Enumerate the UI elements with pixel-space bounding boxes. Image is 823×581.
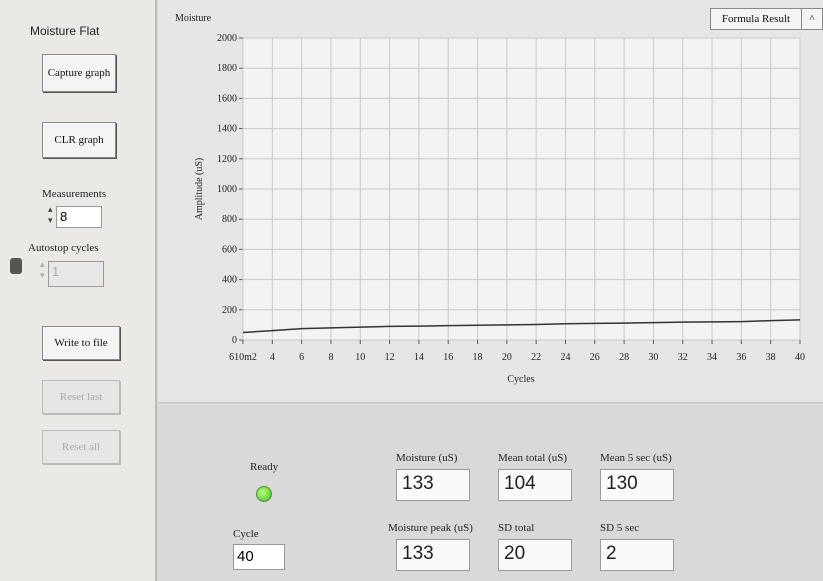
indicator-label: SD 5 sec — [600, 522, 640, 534]
x-tick-label: 34 — [707, 352, 717, 363]
indicator-label: Mean total (uS) — [498, 452, 568, 464]
x-tick-label: 20 — [502, 352, 512, 363]
spinner[interactable]: ▴ ▾ — [40, 259, 45, 280]
x-tick-label: 6 — [299, 352, 304, 363]
chart: Moisture Amplitude (uS) Cycles 0 200 400 60… — [158, 0, 823, 405]
reset-last-button[interactable]: Reset last — [42, 380, 120, 414]
y-tick-label: 400 — [222, 275, 237, 286]
write-button[interactable]: Write to file — [42, 326, 120, 360]
y-tick-label: 1800 — [217, 63, 237, 74]
autostop-input[interactable]: 1 — [48, 261, 104, 287]
reset-all-button[interactable]: Reset all — [42, 430, 120, 464]
indicator-value: 104 — [498, 469, 572, 501]
indicator-label: Mean 5 sec (uS) — [600, 452, 672, 464]
toggle-switch[interactable] — [10, 258, 22, 274]
indicator-value: 20 — [498, 539, 572, 571]
autostop-label: Autostop cycles — [28, 242, 99, 254]
x-tick-label: 32 — [678, 352, 688, 363]
y-tick-label: 600 — [222, 244, 237, 255]
x-tick-label: 36 — [736, 352, 746, 363]
x-tick-label: 22 — [531, 352, 541, 363]
spinner[interactable]: ▴ ▾ — [48, 204, 53, 225]
ready-label: Ready — [250, 461, 279, 473]
indicator-value: 130 — [600, 469, 674, 501]
y-tick-label: 200 — [222, 305, 237, 316]
clr-button[interactable]: CLR graph — [42, 122, 116, 158]
data-line — [242, 319, 801, 334]
capture-button[interactable]: Capture graph — [42, 54, 116, 92]
y-tick-label: 1200 — [217, 154, 237, 165]
measurements-input[interactable]: 8 — [56, 206, 102, 228]
x-tick-label: 4 — [270, 352, 275, 363]
indicator-value: 2 — [600, 539, 674, 571]
x-tick-label: 38 — [766, 352, 776, 363]
measurements-label: Measurements — [42, 188, 107, 200]
x-tick-label: 14 — [414, 352, 424, 363]
scroll-button[interactable]: ^ — [801, 8, 823, 30]
indicator-value: 133 — [396, 539, 470, 571]
x-tick-label: 30 — [648, 352, 658, 363]
x-tick-label: 16 — [443, 352, 453, 363]
chart-title: Moisture — [175, 13, 212, 24]
indicator-label: Moisture peak (uS) — [388, 522, 473, 534]
x-tick-label: 26 — [590, 352, 600, 363]
x-tick-label: 10 — [355, 352, 365, 363]
indicator-label: SD total — [498, 522, 535, 534]
y-tick-label: 1600 — [217, 93, 237, 104]
y-tick-label: 1000 — [217, 184, 237, 195]
indicator-label: Moisture (uS) — [396, 452, 458, 464]
indicator-value: 133 — [396, 469, 470, 501]
left-panel: Moisture Flat Capture graph CLR graph Me… — [0, 0, 157, 581]
y-tick-label: 1400 — [217, 124, 237, 135]
panel-title: Moisture Flat — [30, 24, 100, 38]
formula-button[interactable]: Formula Result — [710, 8, 802, 30]
y-tick-label: 0 — [232, 335, 237, 346]
y-tick-label: 2000 — [217, 33, 237, 44]
x-axis-label: Cycles — [507, 374, 534, 385]
y-axis-label: Amplitude (uS) — [194, 158, 205, 221]
cycle-label: Cycle — [233, 528, 259, 540]
x-tick-label: 12 — [385, 352, 395, 363]
x-tick-label: 610m2 — [229, 352, 257, 363]
ready-led — [256, 486, 272, 502]
y-tick-label: 800 — [222, 214, 237, 225]
x-tick-label: 28 — [619, 352, 629, 363]
x-tick-label: 18 — [473, 352, 483, 363]
cycle-value: 40 — [233, 544, 285, 570]
x-tick-label: 24 — [560, 352, 570, 363]
x-tick-label: 40 — [795, 352, 805, 363]
x-tick-label: 8 — [328, 352, 333, 363]
